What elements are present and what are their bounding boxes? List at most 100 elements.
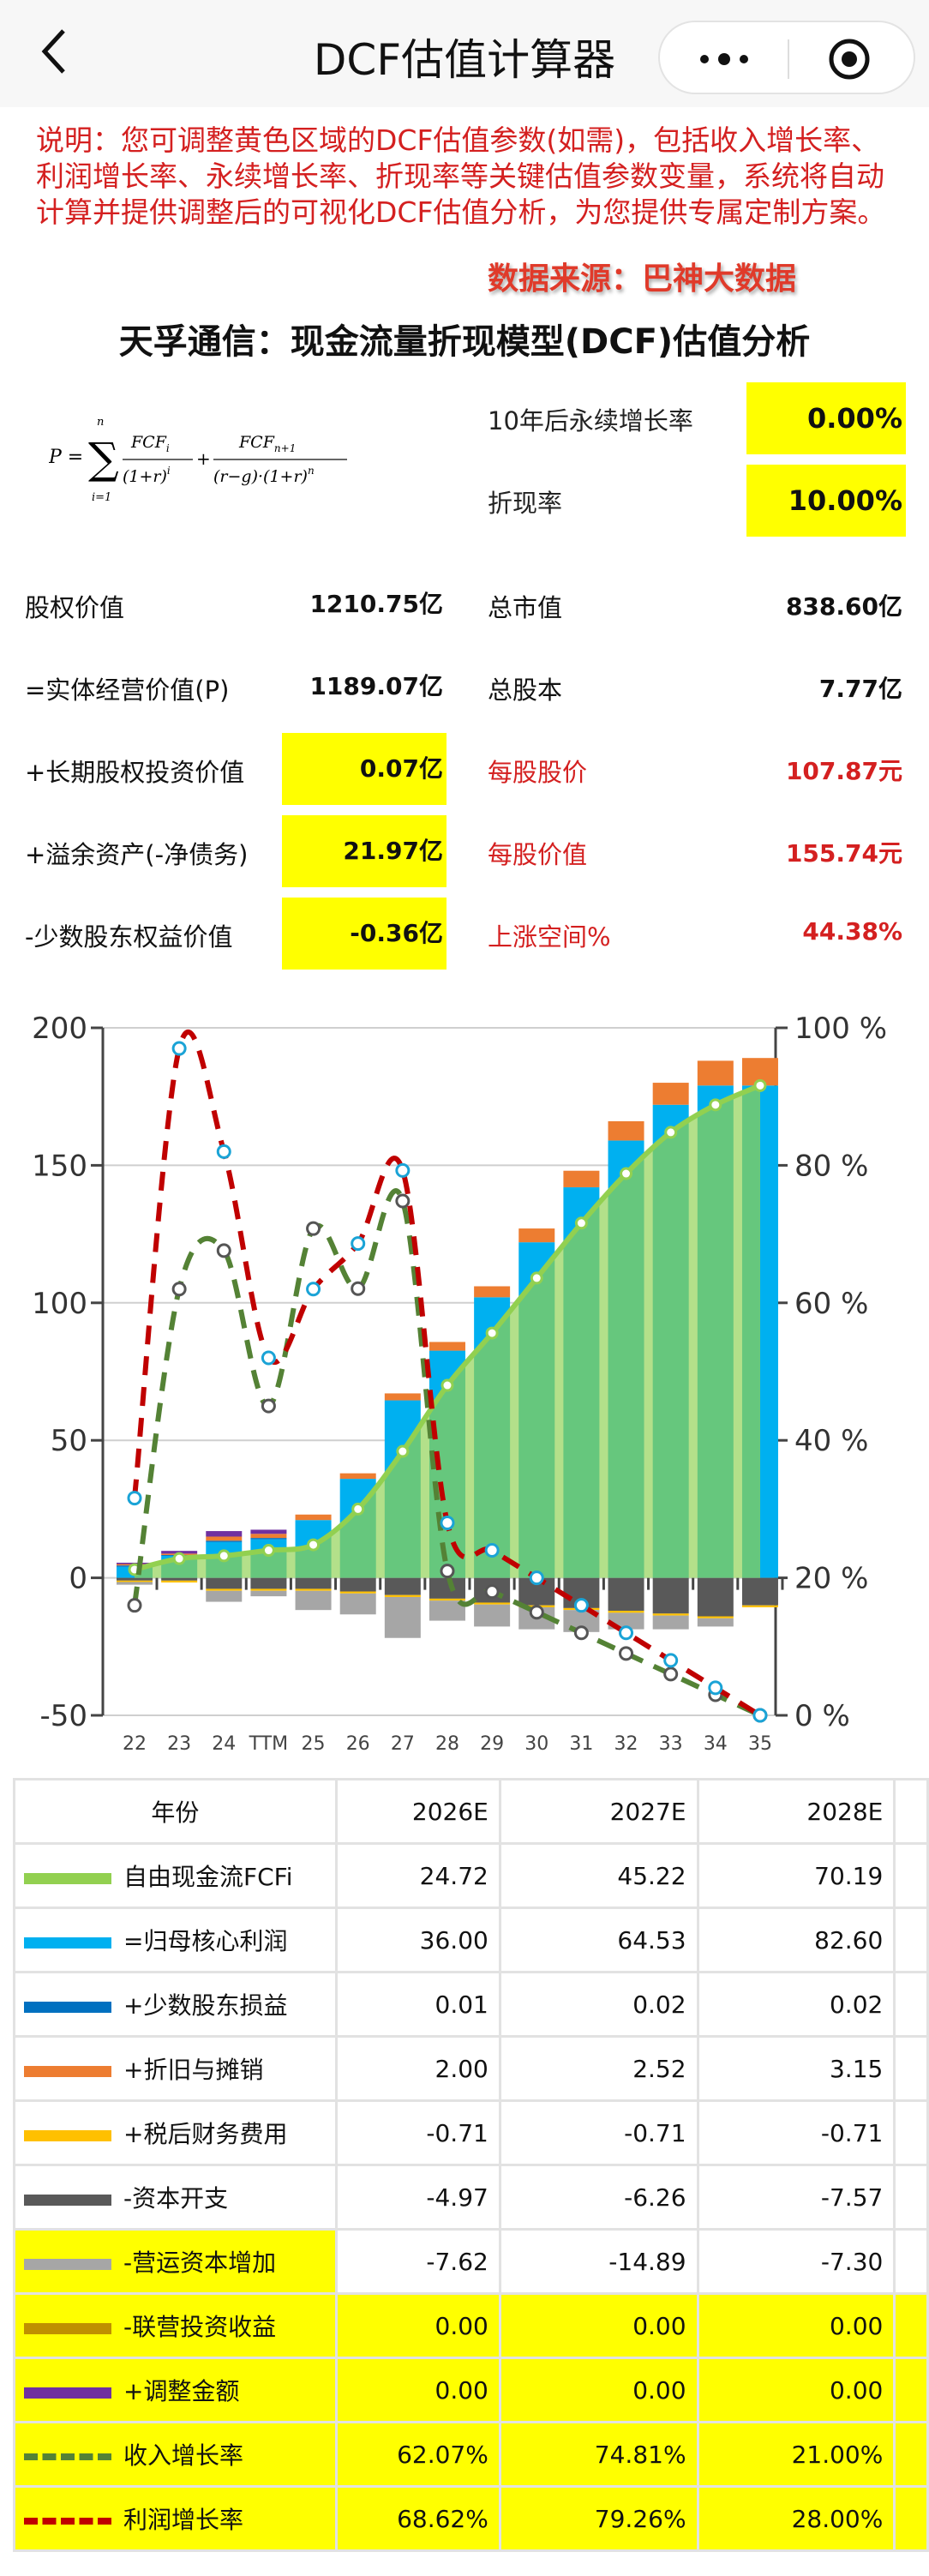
x-tick-label: 29	[480, 1733, 504, 1755]
capex-bar	[250, 1577, 287, 1589]
value-cell[interactable]: 0.00	[498, 2292, 699, 2359]
legend-color-swatch-icon	[24, 2322, 111, 2334]
value-cell[interactable]: 79.26%	[498, 2485, 699, 2552]
value-cell-cutoff	[893, 1971, 929, 2038]
row-label-cell: +折旧与摊销	[13, 2035, 338, 2102]
market-cap-value: 838.60亿	[785, 592, 902, 621]
value-cell[interactable]: 0.00	[696, 2292, 896, 2359]
x-tick-label: 24	[212, 1733, 236, 1755]
svg-text:+: +	[196, 448, 211, 469]
more-dots-icon[interactable]	[694, 46, 754, 72]
right-tick-label: 40 %	[794, 1424, 868, 1458]
data-source: 数据来源：巴神大数据	[488, 261, 797, 297]
value-cell: 70.19	[696, 1842, 896, 1909]
value-cell: 45.22	[498, 1842, 699, 1909]
value-cell[interactable]: 68.62%	[334, 2485, 501, 2552]
row-label: 利润增长率	[123, 2506, 244, 2534]
row-label: 自由现金流FCFi	[123, 1863, 293, 1891]
legend-dashed-line-icon	[24, 2453, 111, 2460]
value-cell[interactable]: 62.07%	[334, 2421, 501, 2488]
surplus-assets-input[interactable]: 21.97亿	[282, 815, 447, 887]
da-bar	[563, 1170, 600, 1187]
discount-rate-input[interactable]: 10.00%	[746, 465, 906, 537]
fin-cost-bar	[206, 1588, 243, 1591]
row-label-cell: 收入增长率	[13, 2421, 338, 2488]
profit-growth-point	[663, 1653, 679, 1668]
left-tick-label: 200	[32, 1012, 87, 1046]
fin-cost-bar	[741, 1605, 778, 1607]
left-tick-label: 50	[51, 1424, 87, 1458]
value-cell[interactable]: 28.00%	[696, 2485, 896, 2552]
profit-growth-point	[752, 1708, 768, 1723]
da-bar	[295, 1514, 332, 1521]
x-tick-label: 25	[302, 1733, 326, 1755]
value-cell-cutoff	[893, 1842, 929, 1909]
perpetual-growth-input[interactable]: 0.00%	[746, 382, 906, 454]
value-cell[interactable]: 0.00	[696, 2357, 896, 2423]
fcf-point	[396, 1444, 410, 1458]
value-cell: 64.53	[498, 1906, 699, 1973]
lt-equity-investment-input[interactable]: 0.07亿	[282, 733, 447, 805]
profit-growth-point	[351, 1236, 366, 1252]
enterprise-value: 1189.07亿	[309, 672, 443, 700]
profit-growth-point	[440, 1515, 455, 1530]
adjust-bar	[206, 1531, 243, 1537]
table-row: -营运资本增加 -7.62 -14.89 -7.30	[13, 2228, 929, 2295]
minority-bar	[206, 1540, 243, 1542]
row-label-cell: +调整金额	[13, 2357, 338, 2423]
fcf-point	[217, 1549, 231, 1563]
value-cell-cutoff	[893, 2035, 929, 2102]
value-cell[interactable]: 74.81%	[498, 2421, 699, 2488]
value-cell: 2.00	[334, 2035, 501, 2102]
table-row: 利润增长率 68.62% 79.26% 28.00%	[13, 2485, 929, 2552]
fin-cost-bar	[339, 1591, 376, 1594]
revenue-growth-point	[127, 1598, 142, 1613]
working-capital-bar	[339, 1593, 376, 1615]
table-row: +税后财务费用 -0.71 -0.71 -0.71	[13, 2099, 929, 2166]
revenue-growth-point	[529, 1605, 544, 1620]
equity-value-label: 股权价值	[25, 593, 125, 622]
fcf-point	[620, 1167, 633, 1180]
right-tick-label: 100 %	[794, 1012, 887, 1046]
value-cell[interactable]: 0.00	[498, 2357, 699, 2423]
profit-growth-point	[306, 1282, 321, 1297]
row-label: 收入增长率	[123, 2441, 244, 2470]
row-label-cell: -资本开支	[13, 2164, 338, 2231]
revenue-growth-line	[132, 1188, 762, 1718]
value-cell[interactable]: 21.00%	[696, 2421, 896, 2488]
fcf-point	[261, 1544, 275, 1558]
revenue-growth-point	[261, 1398, 276, 1414]
value-cell-cutoff	[893, 2421, 929, 2488]
capex-bar	[339, 1577, 376, 1592]
value-cell-cutoff	[893, 2485, 929, 2552]
table-row: 收入增长率 62.07% 74.81% 21.00%	[13, 2421, 929, 2488]
table-header-row: 年份 2026E 2027E 2028E	[13, 1778, 929, 1845]
value-cell: -7.62	[334, 2228, 501, 2295]
da-bar	[652, 1083, 689, 1105]
row-label-cell: 利润增长率	[13, 2485, 338, 2552]
value-cell-cutoff	[893, 2357, 929, 2423]
revenue-growth-point	[171, 1282, 187, 1297]
row-label-cell: =归母核心利润	[13, 1906, 338, 1973]
left-tick-label: -50	[39, 1699, 87, 1733]
svg-text:∑: ∑	[88, 434, 119, 483]
right-tick-label: 60 %	[794, 1287, 868, 1321]
chevron-left-icon[interactable]	[34, 26, 77, 77]
dcf-chart: 200 100 % 150 80 % 100 60 % 50 40 % 0 20 % -50 0 % 2…	[32, 1012, 887, 1755]
right-tick-label: 0 %	[794, 1699, 850, 1733]
fcf-point	[709, 1098, 722, 1112]
da-bar	[250, 1534, 287, 1539]
fcf-stripe	[563, 1085, 600, 1578]
value-cell[interactable]: 0.00	[334, 2357, 501, 2423]
value-cell: 24.72	[334, 1842, 501, 1909]
value-cell: 82.60	[696, 1906, 896, 1973]
value-cell[interactable]: 0.00	[334, 2292, 501, 2359]
target-circle-icon[interactable]	[827, 37, 872, 81]
total-shares-label: 总股本	[488, 676, 563, 705]
row-label: -资本开支	[123, 2184, 229, 2213]
minority-interest-input[interactable]: -0.36亿	[282, 898, 447, 970]
legend-color-swatch-icon	[24, 2194, 111, 2206]
profit-growth-point	[529, 1570, 544, 1586]
working-capital-bar	[652, 1615, 689, 1630]
x-tick-label: 33	[659, 1733, 683, 1755]
